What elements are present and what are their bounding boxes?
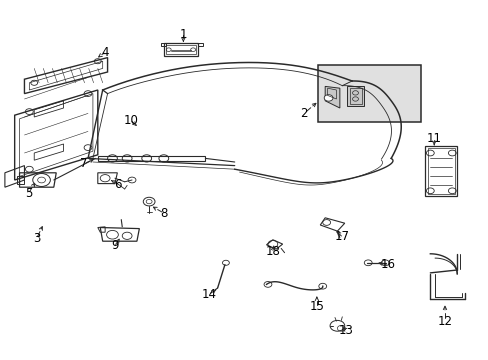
Circle shape — [324, 95, 332, 101]
Bar — [317, 65, 420, 122]
Text: 15: 15 — [309, 300, 324, 313]
Text: 12: 12 — [437, 315, 451, 328]
Text: 9: 9 — [111, 239, 119, 252]
Text: 14: 14 — [202, 288, 216, 301]
Text: 1: 1 — [179, 28, 187, 41]
Polygon shape — [346, 86, 364, 106]
Text: 13: 13 — [338, 324, 353, 337]
Text: 11: 11 — [426, 132, 441, 145]
Text: 3: 3 — [33, 232, 41, 245]
Text: 18: 18 — [265, 245, 280, 258]
Text: 5: 5 — [24, 187, 32, 200]
Text: 7: 7 — [80, 157, 88, 170]
Text: 6: 6 — [114, 178, 122, 191]
Text: 2: 2 — [300, 107, 307, 120]
Text: 8: 8 — [160, 207, 167, 220]
Text: 4: 4 — [101, 46, 109, 59]
Text: 16: 16 — [380, 258, 394, 271]
Polygon shape — [325, 86, 339, 108]
Text: 17: 17 — [334, 230, 349, 243]
Text: 10: 10 — [123, 114, 138, 127]
